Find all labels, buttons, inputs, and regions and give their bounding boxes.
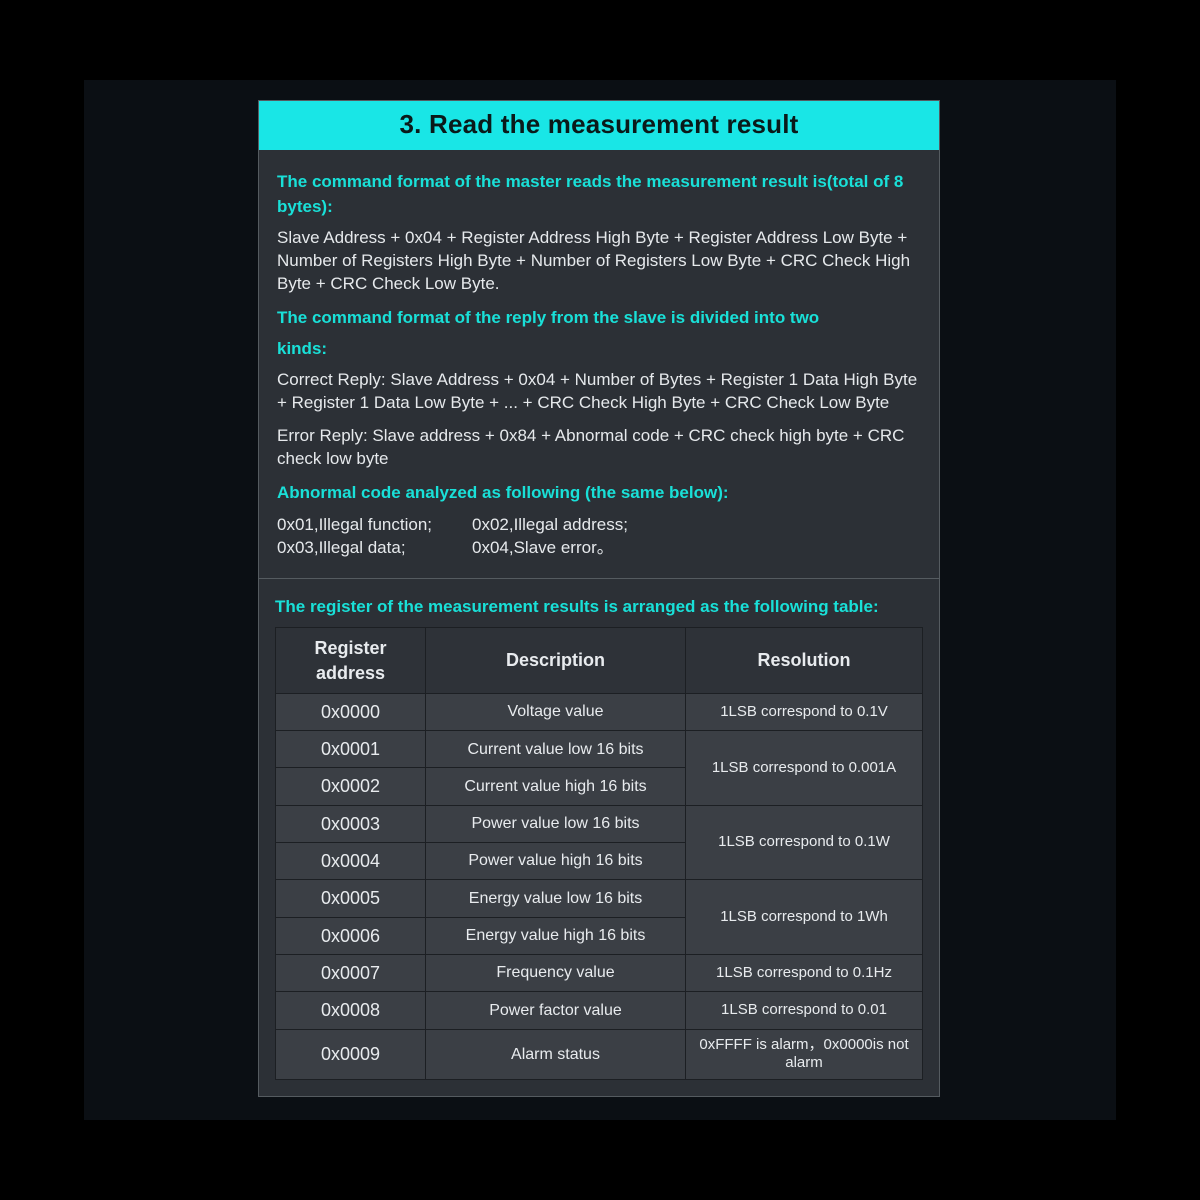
master-format-body: Slave Address + 0x04 + Register Address … — [277, 227, 921, 296]
table-row: 0x0003Power value low 16 bits1LSB corres… — [276, 805, 923, 842]
cell-register-address: 0x0003 — [276, 805, 426, 842]
abnormal-code-heading: Abnormal code analyzed as following (the… — [277, 481, 921, 506]
cell-resolution: 1LSB correspond to 0.1W — [686, 805, 923, 880]
cell-register-address: 0x0005 — [276, 880, 426, 917]
abnormal-codes: 0x01,Illegal function; 0x03,Illegal data… — [277, 514, 921, 560]
cell-register-address: 0x0006 — [276, 917, 426, 954]
register-table: Register address Description Resolution … — [275, 627, 923, 1080]
code-0x01: 0x01,Illegal function; — [277, 514, 432, 537]
error-reply-body: Error Reply: Slave address + 0x84 + Abno… — [277, 425, 921, 471]
code-0x03: 0x03,Illegal data; — [277, 537, 432, 560]
cell-resolution: 1LSB correspond to 0.001A — [686, 731, 923, 806]
code-0x02: 0x02,Illegal address; — [472, 514, 628, 537]
reply-format-heading-line1: The command format of the reply from the… — [277, 306, 921, 331]
cell-register-address: 0x0007 — [276, 954, 426, 991]
cell-description: Frequency value — [426, 954, 686, 991]
col-register-address: Register address — [276, 628, 426, 694]
correct-reply-body: Correct Reply: Slave Address + 0x04 + Nu… — [277, 369, 921, 415]
cell-resolution: 1LSB correspond to 0.1V — [686, 693, 923, 730]
cell-description: Current value low 16 bits — [426, 731, 686, 768]
cell-resolution: 1LSB correspond to 1Wh — [686, 880, 923, 955]
cell-description: Current value high 16 bits — [426, 768, 686, 805]
reply-format-heading-line2: kinds: — [277, 337, 921, 362]
cell-description: Energy value low 16 bits — [426, 880, 686, 917]
cell-register-address: 0x0000 — [276, 693, 426, 730]
cell-resolution: 0xFFFF is alarm，0x0000is not alarm — [686, 1029, 923, 1080]
cell-description: Power factor value — [426, 992, 686, 1029]
cell-description: Voltage value — [426, 693, 686, 730]
cell-register-address: 0x0009 — [276, 1029, 426, 1080]
table-row: 0x0009Alarm status0xFFFF is alarm，0x0000… — [276, 1029, 923, 1080]
table-row: 0x0008Power factor value1LSB correspond … — [276, 992, 923, 1029]
cell-resolution: 1LSB correspond to 0.1Hz — [686, 954, 923, 991]
table-heading: The register of the measurement results … — [275, 595, 923, 620]
master-format-heading: The command format of the master reads t… — [277, 170, 921, 219]
table-row: 0x0000Voltage value1LSB correspond to 0.… — [276, 693, 923, 730]
code-0x04: 0x04,Slave error。 — [472, 537, 628, 560]
table-header-row: Register address Description Resolution — [276, 628, 923, 694]
content-panel: 3. Read the measurement result The comma… — [258, 100, 940, 1097]
cell-description: Power value low 16 bits — [426, 805, 686, 842]
col-resolution: Resolution — [686, 628, 923, 694]
cell-resolution: 1LSB correspond to 0.01 — [686, 992, 923, 1029]
cell-register-address: 0x0008 — [276, 992, 426, 1029]
cell-register-address: 0x0004 — [276, 843, 426, 880]
table-row: 0x0005Energy value low 16 bits1LSB corre… — [276, 880, 923, 917]
cell-description: Power value high 16 bits — [426, 843, 686, 880]
register-table-section: The register of the measurement results … — [259, 579, 939, 1096]
command-format-section: The command format of the master reads t… — [259, 150, 939, 578]
table-row: 0x0007Frequency value1LSB correspond to … — [276, 954, 923, 991]
col-description: Description — [426, 628, 686, 694]
section-title: 3. Read the measurement result — [259, 101, 939, 150]
cell-register-address: 0x0001 — [276, 731, 426, 768]
cell-description: Alarm status — [426, 1029, 686, 1080]
cell-description: Energy value high 16 bits — [426, 917, 686, 954]
cell-register-address: 0x0002 — [276, 768, 426, 805]
table-row: 0x0001Current value low 16 bits1LSB corr… — [276, 731, 923, 768]
